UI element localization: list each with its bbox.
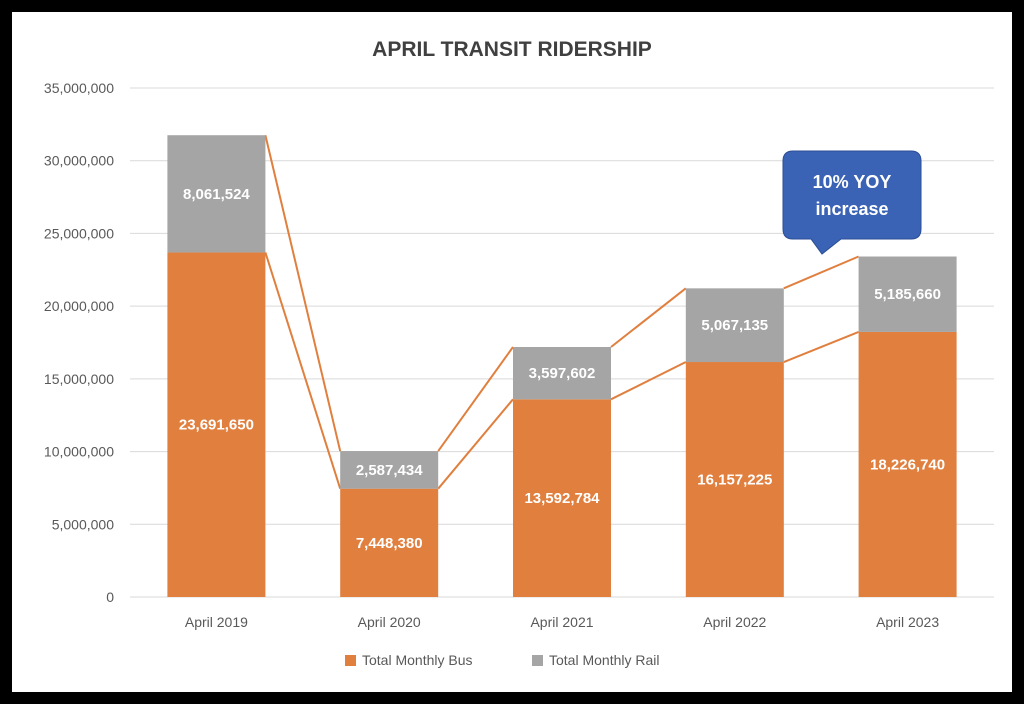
data-label-rail: 8,061,524 [183, 186, 250, 203]
legend: Total Monthly Bus Total Monthly Rail [345, 652, 660, 668]
bar-bus [167, 252, 266, 597]
data-label-bus: 7,448,380 [356, 535, 423, 552]
legend-swatch [532, 655, 543, 666]
bar-rail [167, 135, 266, 253]
legend-label: Total Monthly Rail [549, 652, 660, 668]
y-tick-label: 5,000,000 [52, 516, 114, 532]
chart-frame: APRIL TRANSIT RIDERSHIP 0 5,000,000 10,000… [12, 12, 1012, 692]
data-label-rail: 3,597,602 [529, 365, 596, 382]
y-tick-label: 30,000,000 [44, 153, 114, 169]
y-tick-label: 10,000,000 [44, 444, 114, 460]
bar-rail [685, 288, 784, 363]
callout-line-2: increase [815, 199, 888, 219]
chart-svg: APRIL TRANSIT RIDERSHIP 0 5,000,000 10,000… [44, 38, 994, 668]
data-label-bus: 13,592,784 [524, 490, 600, 507]
data-label-bus: 18,226,740 [870, 456, 945, 473]
yoy-callout: 10% YOY increase [782, 150, 922, 255]
data-label-rail: 5,067,135 [701, 317, 768, 334]
bar-rail [340, 451, 439, 489]
x-tick-label: April 2023 [876, 614, 939, 630]
y-tick-label: 20,000,000 [44, 298, 114, 314]
bar-bus [340, 488, 439, 597]
x-tick-label: April 2020 [358, 614, 421, 630]
series-line-bus [610, 361, 687, 401]
data-label-rail: 2,587,434 [356, 462, 423, 479]
bar-rail [858, 256, 957, 332]
y-tick-label: 35,000,000 [44, 80, 114, 96]
data-label-bus: 23,691,650 [179, 417, 254, 434]
x-tick-label: April 2022 [703, 614, 766, 630]
legend-swatch [345, 655, 356, 666]
series-line-total [783, 255, 859, 290]
x-tick-label: April 2019 [185, 614, 248, 630]
legend-label: Total Monthly Bus [362, 652, 473, 668]
bar-bus [685, 362, 784, 597]
series-lines [264, 134, 859, 490]
bar-bus [858, 331, 957, 597]
x-axis-ticks: April 2019 April 2020 April 2021 April 2022… [185, 614, 939, 630]
data-labels: 23,691,650 8,061,524 7,448,380 2,587,434 13,… [179, 186, 945, 552]
series-line-bus [783, 331, 859, 363]
y-tick-label: 25,000,000 [44, 225, 114, 241]
callout-bubble [782, 150, 922, 255]
bar-bus [513, 399, 611, 597]
y-tick-label: 0 [106, 589, 114, 605]
series-line-total [264, 134, 342, 452]
bar-rail [513, 347, 611, 400]
data-label-rail: 5,185,660 [874, 286, 941, 303]
callout-line-1: 10% YOY [813, 172, 892, 192]
data-label-bus: 16,157,225 [697, 472, 772, 489]
series-line-total [610, 287, 687, 348]
series-line-bus [437, 398, 514, 490]
series-line-bus [264, 252, 342, 489]
bars [167, 135, 957, 597]
series-line-total [437, 346, 514, 452]
y-tick-label: 15,000,000 [44, 371, 114, 387]
x-tick-label: April 2021 [530, 614, 593, 630]
y-axis-ticks: 0 5,000,000 10,000,000 15,000,000 20,000,000… [44, 80, 114, 605]
chart-title: APRIL TRANSIT RIDERSHIP [372, 38, 652, 61]
